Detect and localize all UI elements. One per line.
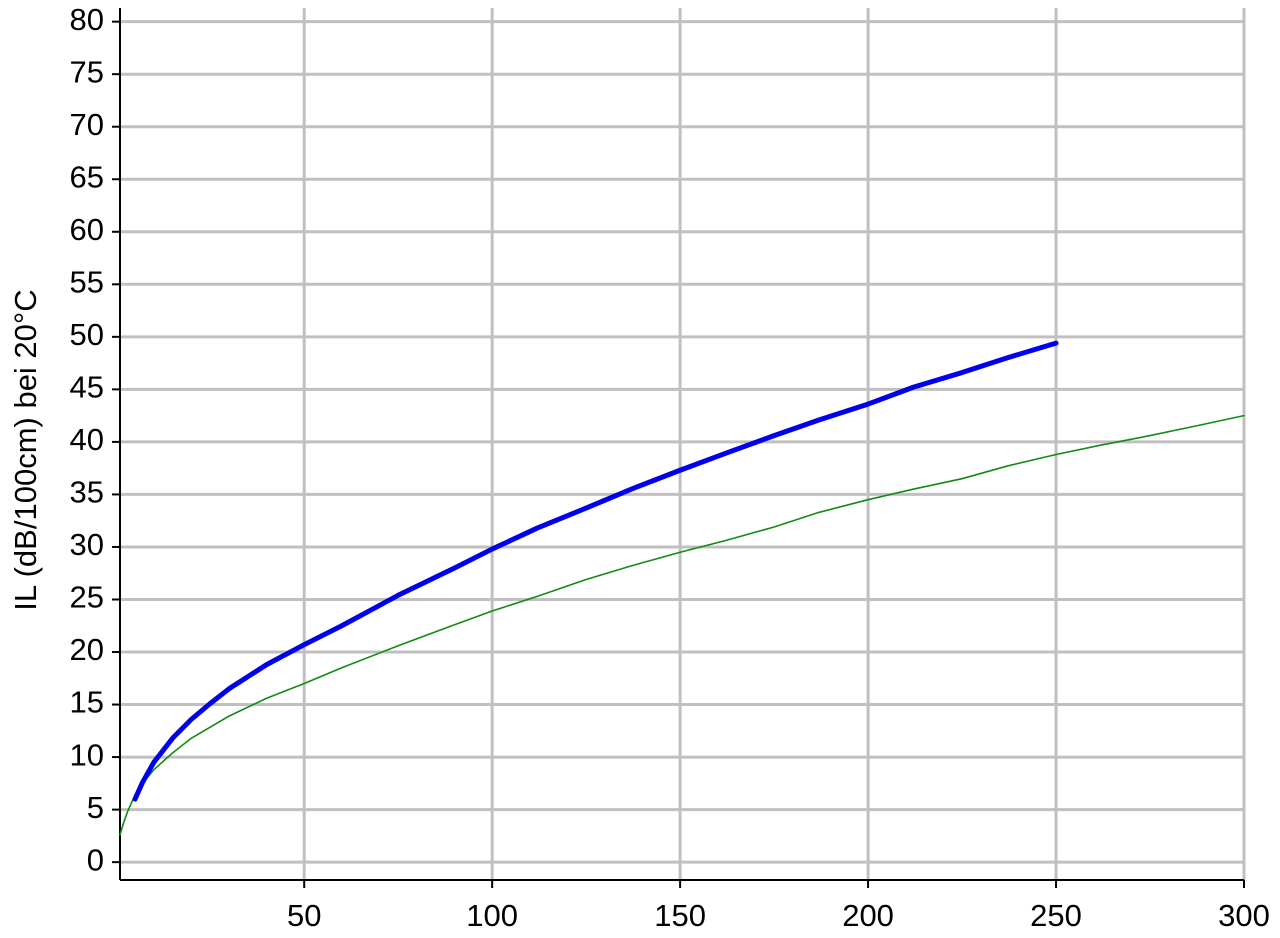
- x-tick-label: 300: [1218, 898, 1270, 933]
- x-tick-label: 200: [842, 898, 894, 933]
- y-tick-label: 25: [70, 580, 104, 615]
- y-tick-label: 50: [70, 317, 104, 352]
- y-tick-label: 70: [70, 107, 104, 142]
- y-tick-label: 35: [70, 475, 104, 510]
- y-tick-label: 20: [70, 632, 104, 667]
- y-tick-label: 0: [87, 842, 104, 877]
- data-line: [119, 414, 1245, 836]
- y-axis-label: IL (dB/100cm) bei 20°C: [8, 289, 43, 610]
- y-tick-label: 40: [70, 422, 104, 457]
- y-tick-label: 75: [70, 54, 104, 89]
- x-tick-label: 250: [1030, 898, 1082, 933]
- x-tick-label: 150: [654, 898, 706, 933]
- data-line: [132, 340, 1059, 802]
- x-tick-label: 50: [287, 898, 321, 933]
- y-tick-label: 65: [70, 159, 104, 194]
- y-tick-label: 15: [70, 685, 104, 720]
- y-tick-label: 45: [70, 370, 104, 405]
- y-tick-label: 10: [70, 737, 104, 772]
- x-tick-label: 100: [466, 898, 518, 933]
- y-tick-label: 80: [70, 2, 104, 37]
- y-tick-label: 5: [87, 790, 104, 825]
- y-tick-label: 60: [70, 212, 104, 247]
- y-tick-label: 55: [70, 264, 104, 299]
- y-tick-label: 30: [70, 527, 104, 562]
